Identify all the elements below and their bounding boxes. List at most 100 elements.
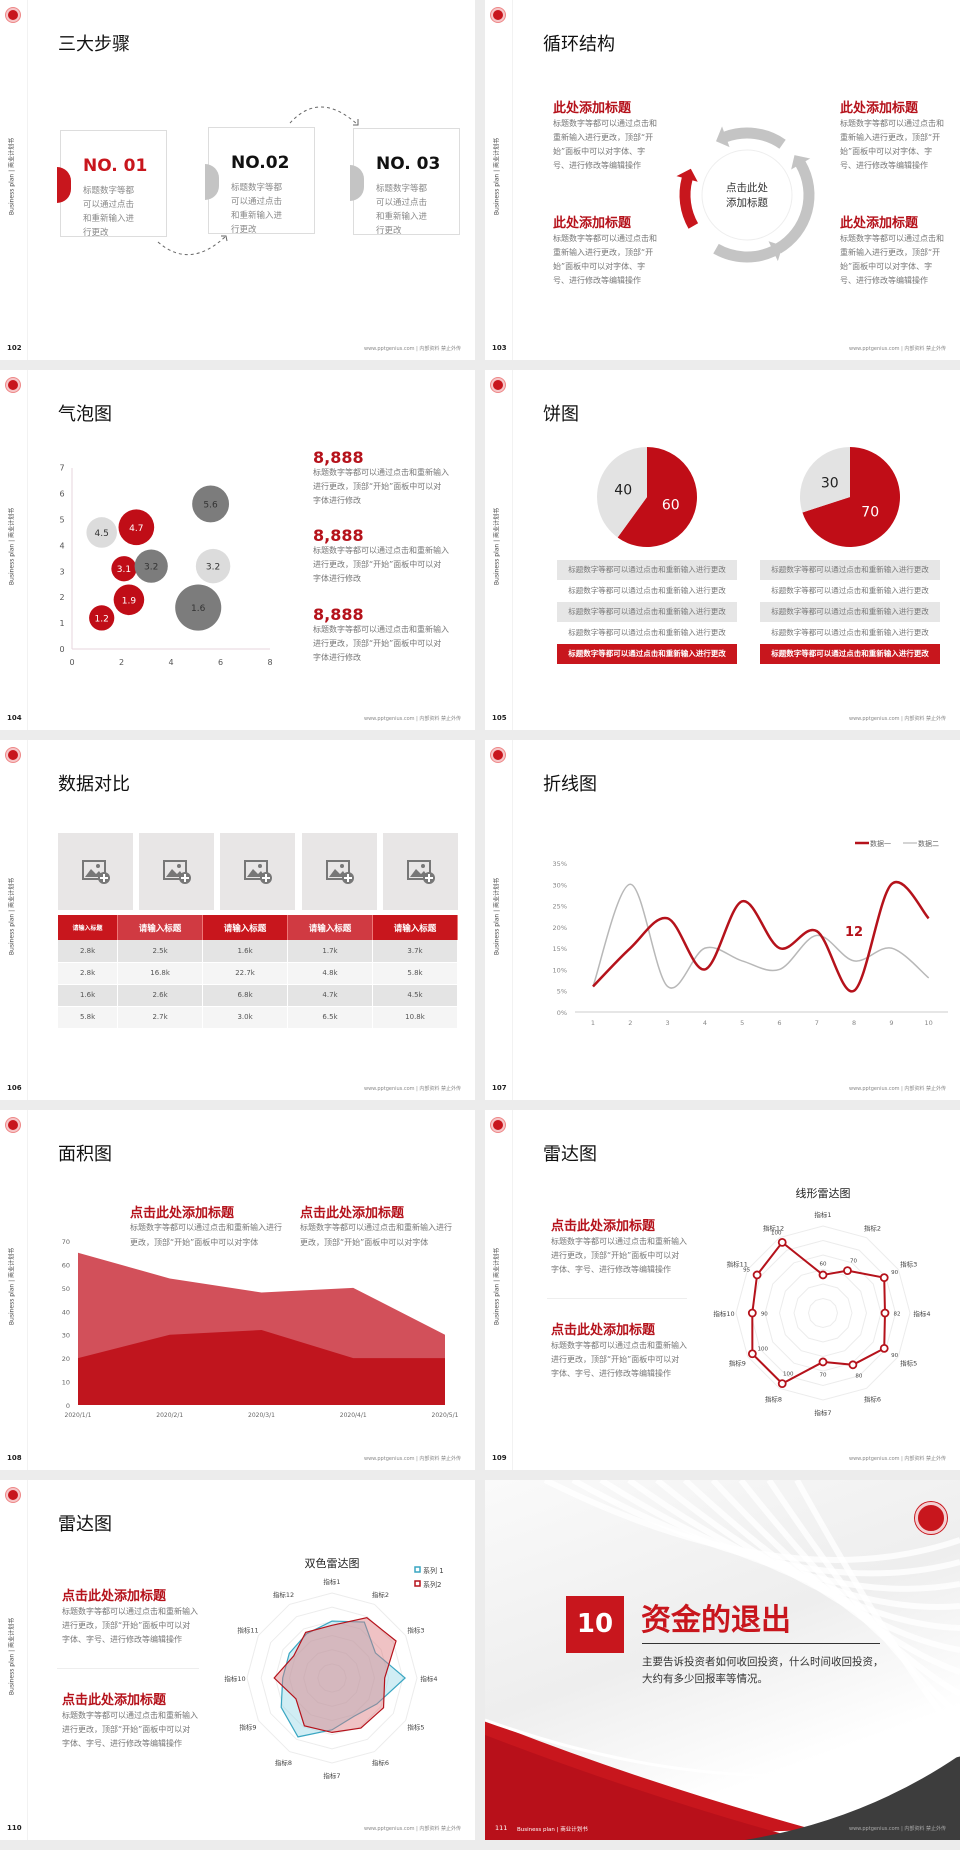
pie-slice (597, 447, 647, 538)
logo-icon (491, 1118, 505, 1132)
slide-109[interactable]: Business plan | 商业计划书 109 www.pptgenius.co… (485, 1110, 960, 1470)
slide-title: 饼图 (543, 404, 579, 425)
pie-legend-row: 标题数字等都可以通过点击和重新输入进行更改 (760, 560, 940, 580)
logo-icon (6, 378, 20, 392)
page-number: 107 (492, 1084, 507, 1092)
stat-value: 8,888 (313, 448, 364, 467)
cycle-item-text: 标题数字等都可以通过点击和重新输入进行更改，顶部“开始”面板中可以对字体、字号、… (553, 234, 657, 285)
slide-102[interactable]: Business plan | 商业计划书 102 www.pptgenius.co… (0, 0, 475, 360)
decorative-wave (766, 1480, 960, 1719)
area-heading[interactable]: 点击此处添加标题 (130, 1206, 235, 1221)
table-header-cell: 请输入标题 (58, 915, 119, 940)
table-cell: 22.7k (202, 962, 289, 985)
y-tick-label: 3 (59, 567, 64, 576)
bubble (89, 605, 115, 631)
area-text: 标题数字等都可以通过点击和重新输入进行更改，顶部“开始”面板中可以对字体 (300, 1223, 452, 1247)
bubble-label: 4.7 (129, 524, 143, 534)
slide-105[interactable]: Business plan | 商业计划书 105 www.pptgenius.co… (485, 370, 960, 730)
slide-108[interactable]: Business plan | 商业计划书 108 www.pptgenius.co… (0, 1110, 475, 1470)
x-tick-label: 2020/5/1 (432, 1412, 459, 1419)
radar-axis-label: 指标11 (727, 1260, 748, 1269)
footer-text: www.pptgenius.com | 内部资料 禁止外传 (363, 1086, 461, 1092)
slide-107[interactable]: Business plan | 商业计划书 107 www.pptgenius.co… (485, 740, 960, 1100)
cycle-item-heading[interactable]: 此处添加标题 (840, 216, 919, 231)
x-tick-label: 2020/3/1 (248, 1412, 275, 1419)
y-tick-label: 0% (557, 1009, 567, 1017)
step-card[interactable] (60, 130, 167, 237)
radar-value-label: 82 (893, 1312, 900, 1318)
radar-axis-label: 指标9 (239, 1723, 256, 1732)
page-number: 111 (495, 1824, 508, 1832)
table-cell: 10.8k (372, 1006, 459, 1029)
cycle-item-heading[interactable]: 此处添加标题 (553, 101, 632, 116)
area-text: 标题数字等都可以通过点击和重新输入进行更改，顶部“开始”面板中可以对字体 (130, 1223, 282, 1247)
y-tick-label: 35% (553, 860, 567, 868)
image-placeholder[interactable] (58, 833, 133, 910)
x-tick-label: 4 (168, 658, 173, 667)
pie-label: 60 (662, 498, 680, 514)
table-cell: 2.8k (58, 962, 119, 985)
slide-106[interactable]: Business plan | 商业计划书 106 www.pptgenius.co… (0, 740, 475, 1100)
radar-value-label: 100 (783, 1372, 794, 1378)
image-placeholder[interactable] (139, 833, 214, 910)
radar-heading[interactable]: 点击此处添加标题 (62, 1693, 167, 1708)
radar-heading[interactable]: 点击此处添加标题 (551, 1323, 656, 1338)
image-placeholder[interactable] (220, 833, 295, 910)
y-tick-label: 0 (66, 1402, 70, 1410)
radar-value-label: 90 (891, 1270, 898, 1276)
slide-title: 三大步骤 (58, 34, 130, 55)
bubble (113, 584, 145, 616)
add-image-icon (163, 860, 191, 884)
slide-104[interactable]: Business plan | 商业计划书 104 www.pptgenius.co… (0, 370, 475, 730)
x-tick-label: 2 (119, 658, 124, 667)
page-number: 105 (492, 714, 507, 722)
pie-label: 70 (861, 505, 879, 521)
radar-value-label: 95 (743, 1267, 750, 1273)
cycle-item-heading[interactable]: 此处添加标题 (840, 101, 919, 116)
slide-103[interactable]: Business plan | 商业计划书 103 www.pptgenius.co… (485, 0, 960, 360)
image-placeholder[interactable] (383, 833, 458, 910)
add-image-icon (82, 860, 110, 884)
y-tick-label: 7 (59, 464, 64, 473)
sidebar-divider (512, 1110, 513, 1470)
radar-axis-label: 指标7 (323, 1771, 340, 1780)
x-tick-label: 6 (218, 658, 223, 667)
decorative-wave (710, 1480, 960, 1675)
legend-swatch (414, 1566, 421, 1573)
x-tick-label: 9 (889, 1019, 893, 1027)
table-cell: 3.0k (202, 1006, 289, 1029)
y-tick-label: 20 (62, 1355, 70, 1363)
footer-text: www.pptgenius.com | 内部资料 禁止外传 (848, 1826, 946, 1832)
radar-heading[interactable]: 点击此处添加标题 (551, 1219, 656, 1234)
cycle-item-heading[interactable]: 此处添加标题 (553, 216, 632, 231)
y-tick-label: 1 (59, 619, 64, 628)
logo-icon (491, 378, 505, 392)
radar-axis-label: 指标5 (900, 1359, 917, 1368)
step-number: NO.02 (231, 153, 290, 173)
step-card[interactable] (353, 128, 460, 235)
y-tick-label: 70 (62, 1238, 70, 1246)
pie-legend-row: 标题数字等都可以通过点击和重新输入进行更改 (760, 602, 940, 622)
pie-legend-row: 标题数字等都可以通过点击和重新输入进行更改 (760, 644, 940, 664)
legend-label: 数据二 (918, 839, 939, 848)
table-row: 5.8k 2.7k 3.0k 6.5k 10.8k (58, 1006, 459, 1029)
pie-legend-row: 标题数字等都可以通过点击和重新输入进行更改 (568, 586, 726, 595)
page-number: 102 (7, 344, 22, 352)
logo-icon (6, 748, 20, 762)
cycle-arrow-left (676, 168, 699, 229)
y-tick-label: 25% (553, 903, 567, 911)
area-heading[interactable]: 点击此处添加标题 (300, 1206, 405, 1221)
slide-110[interactable]: Business plan | 商业计划书 110 www.pptgenius.co… (0, 1480, 475, 1840)
radar-heading[interactable]: 点击此处添加标题 (62, 1589, 167, 1604)
radar-chart: 指标1 指标2 指标3 指标4 指标5 指标6 指标7 指标8 指标9 指标10 指标11 指标12 6… (713, 1186, 930, 1417)
step-number: NO. 01 (83, 156, 148, 176)
sidebar-divider (512, 740, 513, 1100)
page-number: 108 (7, 1454, 22, 1462)
radar-grid-ring (735, 1225, 911, 1401)
bubble (192, 485, 230, 523)
image-placeholder[interactable] (302, 833, 377, 910)
stat-text: 标题数字等都可以通过点击和重新输入进行更改，顶部“开始”面板中可以对字体进行修改 (313, 546, 449, 583)
add-image-icon (244, 860, 272, 884)
radar-text: 标题数字等都可以通过点击和重新输入进行更改，顶部“开始”面板中可以对字体、字号、… (551, 1237, 687, 1274)
slide-111[interactable]: 10 资金的退出 主要告诉投资者如何收回投资，什么时间收回投资，大约有多少回报率等情… (485, 1480, 960, 1840)
